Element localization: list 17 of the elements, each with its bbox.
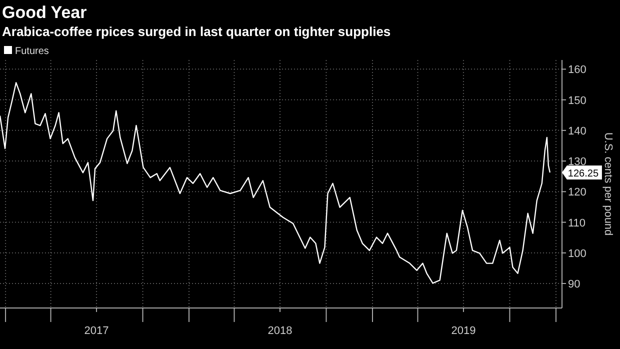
x-tick-label: 2018 <box>268 325 292 337</box>
x-tick-label: 2019 <box>451 325 476 337</box>
y-tick-label: 100 <box>568 248 586 260</box>
chart-subtitle: Arabica-coffee rpices surged in last quarter on tighter supplies <box>2 24 391 39</box>
y-tick-label: 90 <box>568 278 580 291</box>
y-tick-label: 110 <box>568 217 586 230</box>
y-axis-title: U.S. cents per pound <box>602 132 614 236</box>
y-tick-label: 130 <box>568 156 586 168</box>
y-tick-label: 150 <box>568 94 586 107</box>
legend-label: Futures <box>15 46 49 57</box>
y-tick-label: 160 <box>568 64 586 76</box>
annotation: 126.25 <box>568 168 599 180</box>
y-tick-label: 140 <box>568 125 586 138</box>
chart-title: Good Year <box>2 3 88 22</box>
x-tick-label: 2017 <box>84 325 109 337</box>
line-series <box>0 82 551 284</box>
y-tick-label: 120 <box>568 186 586 199</box>
